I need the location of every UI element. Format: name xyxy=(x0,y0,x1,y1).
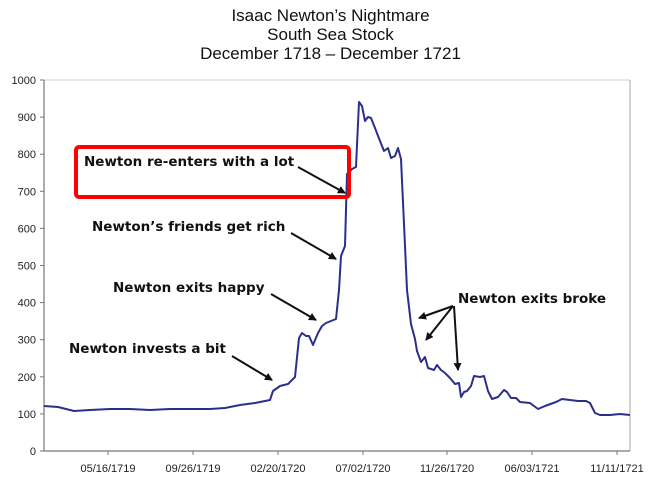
y-tick-label: 0 xyxy=(30,446,36,458)
annotation-label: Newton invests a bit xyxy=(69,341,226,357)
y-tick-label: 800 xyxy=(18,149,36,161)
arrow-icon xyxy=(453,305,462,371)
stock-price-line xyxy=(43,101,631,416)
x-tick-label: 09/26/1719 xyxy=(165,463,220,475)
annotation-label: Newton’s friends get rich xyxy=(92,219,285,235)
annotation-re-enters: Newton re-enters with a lot xyxy=(84,154,346,194)
chart-title-line-1: Isaac Newton’s Nightmare xyxy=(231,6,430,25)
y-axis: 0 100 200 300 400 500 600 700 800 900 1000 xyxy=(12,75,45,458)
highlight-box xyxy=(74,145,351,199)
annotation-exits-broke: Newton exits broke xyxy=(418,291,606,371)
y-tick-label: 600 xyxy=(18,223,36,235)
arrow-icon xyxy=(425,305,454,341)
annotation-friends: Newton’s friends get rich xyxy=(92,219,337,260)
arrow-icon xyxy=(418,305,454,320)
y-tick-label: 900 xyxy=(18,112,36,124)
arrow-icon xyxy=(231,355,273,381)
arrow-icon xyxy=(290,232,337,260)
x-tick-label: 07/02/1720 xyxy=(335,463,390,475)
annotation-label: Newton exits broke xyxy=(458,291,606,307)
x-tick-label: 06/03/1721 xyxy=(504,463,559,475)
y-tick-label: 500 xyxy=(18,261,36,273)
plot-area xyxy=(44,79,631,451)
annotation-exits-happy: Newton exits happy xyxy=(113,280,317,321)
x-tick-label: 02/20/1720 xyxy=(250,463,305,475)
annotation-label: Newton re-enters with a lot xyxy=(84,154,295,170)
y-tick-label: 100 xyxy=(18,409,36,421)
x-tick-label: 11/26/1720 xyxy=(420,463,474,475)
chart-title-line-2: South Sea Stock xyxy=(267,25,394,44)
y-tick-label: 300 xyxy=(18,335,36,347)
y-tick-label: 700 xyxy=(18,186,36,198)
annotation-invests: Newton invests a bit xyxy=(69,341,273,381)
annotation-label: Newton exits happy xyxy=(113,280,265,296)
y-tick-label: 200 xyxy=(18,372,36,384)
y-tick-label: 400 xyxy=(18,298,36,310)
x-tick-label: 05/16/1719 xyxy=(80,463,135,475)
x-axis: 05/16/1719 09/26/1719 02/20/1720 07/02/1720… xyxy=(44,450,644,475)
arrow-icon xyxy=(270,293,317,321)
y-tick-label: 1000 xyxy=(12,75,36,87)
arrow-icon xyxy=(297,166,346,194)
x-tick-label: 11/11/1721 xyxy=(590,463,643,475)
chart-title-line-3: December 1718 – December 1721 xyxy=(200,44,461,63)
